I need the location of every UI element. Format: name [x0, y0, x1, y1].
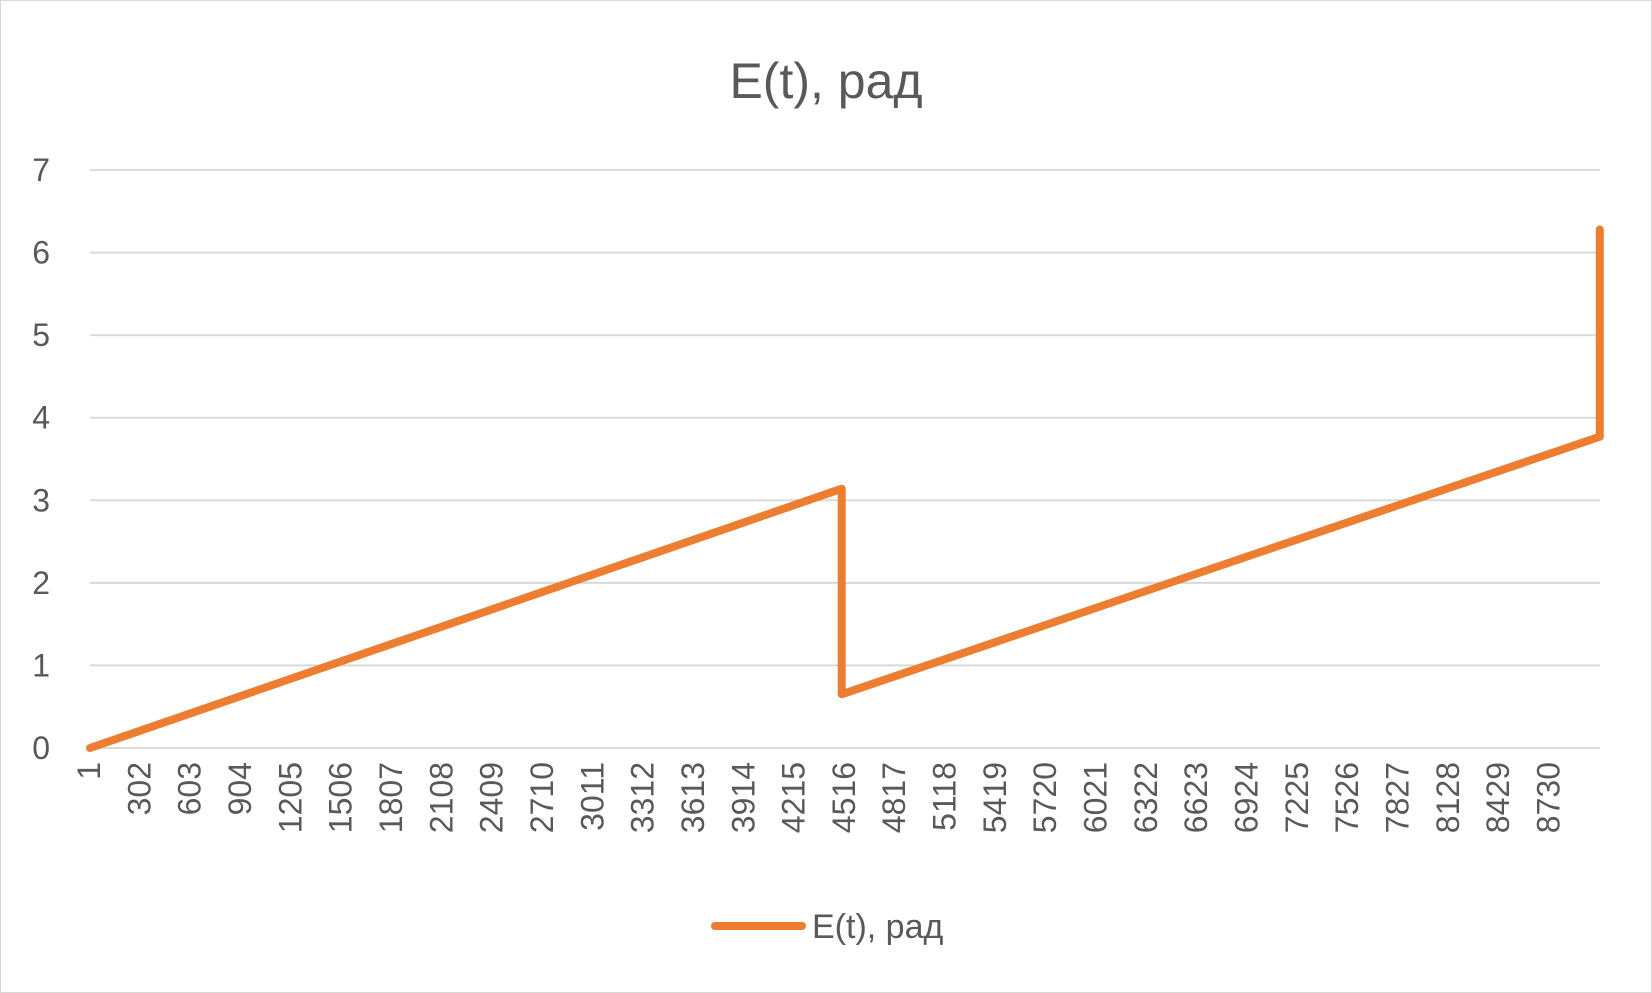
y-tick-label: 7 [32, 152, 50, 188]
y-axis: 0 1 2 3 4 5 6 7 [32, 152, 50, 766]
y-tick-label: 2 [32, 565, 50, 601]
y-tick-label: 3 [32, 482, 50, 518]
x-tick-label: 2108 [423, 762, 459, 833]
x-tick-label: 302 [121, 762, 157, 815]
y-tick-label: 5 [32, 317, 50, 353]
x-tick-label: 1807 [373, 762, 409, 833]
x-tick-label: 4817 [876, 762, 912, 833]
x-tick-label: 904 [222, 762, 258, 815]
x-tick-label: 7827 [1380, 762, 1416, 833]
series-line-0 [86, 225, 1604, 752]
x-tick-label: 5419 [977, 762, 1013, 833]
y-tick-label: 1 [32, 647, 50, 683]
y-tick-label: 6 [32, 235, 50, 271]
x-tick-label: 3312 [625, 762, 661, 833]
y-tick-label: 0 [32, 730, 50, 766]
x-tick-label: 3011 [574, 762, 610, 831]
x-tick-label: 6322 [1128, 762, 1164, 833]
x-tick-label: 6021 [1078, 762, 1114, 833]
y-tick-label: 4 [32, 400, 50, 436]
x-tick-label: 4516 [826, 762, 862, 833]
x-tick-label: 6623 [1178, 762, 1214, 833]
x-tick-label: 1506 [323, 762, 359, 833]
x-tick-label: 5720 [1027, 762, 1063, 833]
x-tick-label: 7526 [1329, 762, 1365, 833]
x-tick-label: 3613 [675, 762, 711, 833]
x-tick-label: 8128 [1430, 762, 1466, 833]
x-tick-label: 1205 [272, 762, 308, 833]
x-tick-label: 603 [172, 762, 208, 815]
legend: E(t), рад [711, 908, 943, 946]
legend-label: E(t), рад [812, 908, 943, 946]
chart-title: E(t), рад [729, 53, 922, 109]
x-tick-label: 8429 [1480, 762, 1516, 833]
plot-area [86, 225, 1604, 752]
x-tick-label: 7225 [1279, 762, 1315, 833]
x-tick-label: 3914 [725, 762, 761, 833]
x-tick-label: 8730 [1531, 762, 1567, 833]
gridlines [90, 169, 1600, 749]
x-tick-label: 2710 [524, 762, 560, 833]
x-tick-label: 2409 [474, 762, 510, 833]
x-axis: 1 302 603 904 1205 1506 1807 2108 2409 2710 3011 33… [71, 762, 1567, 833]
x-tick-label: 6924 [1229, 762, 1265, 833]
x-tick-label: 1 [71, 762, 107, 780]
x-tick-label: 4215 [776, 762, 812, 833]
x-tick-label: 5118 [927, 762, 963, 831]
